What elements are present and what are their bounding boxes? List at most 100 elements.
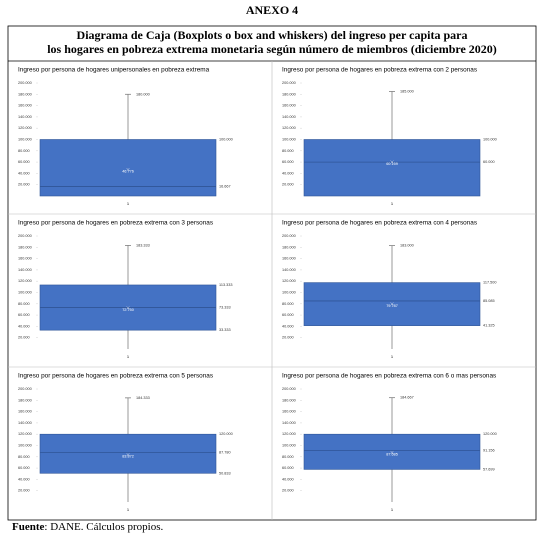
y-tick-label: 60.000 — [282, 160, 294, 164]
mean-marker — [390, 450, 394, 455]
value-label: 33.333 — [219, 328, 231, 332]
y-tick-label: 180.000 — [282, 245, 296, 249]
y-tick-label: 120.000 — [282, 279, 296, 283]
value-label: 85.085 — [483, 299, 495, 303]
y-tick-label: 160.000 — [18, 257, 32, 261]
mean-marker — [390, 160, 394, 164]
y-tick-label: 40.000 — [18, 171, 30, 175]
y-tick-label: 80.000 — [18, 302, 30, 306]
value-label: 87.780 — [219, 450, 231, 454]
value-label: 117.500 — [483, 281, 496, 285]
value-label: 100.000 — [219, 138, 233, 142]
y-tick-label: 20.000 — [18, 183, 30, 187]
value-label: 41.325 — [483, 324, 495, 328]
y-tick-label: 100.000 — [18, 138, 32, 142]
value-label: 87.685 — [386, 452, 398, 456]
value-label: 16.667 — [219, 185, 231, 189]
source-text: : DANE. Cálculos propios. — [44, 521, 163, 533]
y-tick-label: 180.000 — [18, 398, 32, 402]
value-label: 79.787 — [386, 304, 398, 308]
y-tick-label: 200.000 — [18, 81, 32, 85]
y-tick-label: 140.000 — [282, 115, 296, 119]
y-tick-label: 200.000 — [18, 387, 32, 391]
y-tick-label: 40.000 — [282, 477, 294, 481]
y-tick-label: 120.000 — [18, 126, 32, 130]
title: Diagrama de Caja (Boxplots o box and whi… — [47, 28, 497, 56]
x-tick-label: 1 — [127, 201, 130, 206]
y-tick-label: 160.000 — [282, 257, 296, 261]
chart-title: Ingreso por persona de hogares en pobrez… — [18, 220, 213, 227]
y-tick-label: 60.000 — [18, 313, 30, 317]
y-tick-label: 120.000 — [282, 126, 296, 130]
y-tick-label: 80.000 — [18, 455, 30, 459]
mean-marker — [390, 302, 394, 306]
y-tick-label: 180.000 — [18, 245, 32, 249]
y-tick-label: 120.000 — [282, 432, 296, 436]
value-label: 184.333 — [136, 396, 150, 400]
y-tick-label: 60.000 — [18, 160, 30, 164]
value-label: 183.333 — [136, 243, 150, 247]
chart-title: Ingreso por persona de hogares en pobrez… — [18, 373, 213, 380]
value-label: 60.159 — [386, 162, 398, 166]
chart-title: Ingreso por persona de hogares en pobrez… — [282, 220, 477, 227]
y-tick-label: 40.000 — [18, 324, 30, 328]
y-tick-label: 120.000 — [18, 279, 32, 283]
x-tick-label: 1 — [127, 507, 130, 512]
value-label: 57.699 — [483, 467, 495, 471]
value-label: 184.667 — [400, 396, 414, 400]
y-tick-label: 60.000 — [18, 466, 30, 470]
y-tick-label: 40.000 — [282, 171, 294, 175]
y-tick-label: 20.000 — [18, 336, 30, 340]
box — [303, 433, 481, 470]
y-tick-label: 100.000 — [282, 291, 296, 295]
box — [39, 139, 217, 197]
y-tick-label: 140.000 — [282, 268, 296, 272]
y-tick-label: 120.000 — [18, 432, 32, 436]
header: ANEXO 4 — [246, 3, 298, 17]
value-label: 120.000 — [483, 432, 497, 436]
y-tick-label: 200.000 — [18, 234, 32, 238]
value-label: 46.776 — [122, 170, 134, 174]
box — [39, 433, 217, 474]
y-tick-label: 160.000 — [18, 104, 32, 108]
y-tick-label: 20.000 — [282, 183, 294, 187]
y-tick-label: 80.000 — [18, 149, 30, 153]
y-tick-label: 200.000 — [282, 81, 296, 85]
y-tick-label: 180.000 — [282, 92, 296, 96]
chart-title: Ingreso por persona de hogares en pobrez… — [282, 67, 477, 74]
value-label: 60.000 — [483, 160, 495, 164]
value-label: 72.750 — [122, 308, 134, 312]
y-tick-label: 140.000 — [18, 115, 32, 119]
value-label: 183.000 — [400, 244, 414, 248]
chart-title: Ingreso por persona de hogares uniperson… — [18, 67, 210, 74]
title-line: Diagrama de Caja (Boxplots o box and whi… — [77, 28, 468, 42]
y-tick-label: 40.000 — [18, 477, 30, 481]
y-tick-label: 20.000 — [282, 336, 294, 340]
y-tick-label: 20.000 — [282, 489, 294, 493]
y-tick-label: 100.000 — [282, 444, 296, 448]
x-tick-label: 1 — [127, 354, 130, 359]
box — [303, 139, 481, 197]
mean-marker — [126, 452, 130, 457]
y-tick-label: 200.000 — [282, 387, 296, 391]
x-tick-label: 1 — [391, 507, 394, 512]
y-tick-label: 100.000 — [18, 444, 32, 448]
value-label: 83.872 — [122, 455, 134, 459]
mean-marker — [126, 306, 130, 310]
chart-title: Ingreso por persona de hogares en pobrez… — [282, 373, 496, 380]
y-tick-label: 40.000 — [282, 324, 294, 328]
y-tick-label: 160.000 — [18, 410, 32, 414]
value-label: 73.333 — [219, 306, 231, 310]
mean-marker — [126, 167, 130, 172]
y-tick-label: 140.000 — [18, 268, 32, 272]
source: Fuente: DANE. Cálculos propios. — [12, 521, 163, 533]
x-tick-label: 1 — [391, 201, 394, 206]
y-tick-label: 100.000 — [282, 138, 296, 142]
y-tick-label: 180.000 — [282, 398, 296, 402]
value-label: 180.000 — [136, 92, 150, 96]
y-tick-label: 60.000 — [282, 313, 294, 317]
value-label: 113.333 — [219, 283, 232, 287]
y-tick-label: 140.000 — [282, 421, 296, 425]
title-line: los hogares en pobreza extrema monetaria… — [47, 42, 497, 56]
